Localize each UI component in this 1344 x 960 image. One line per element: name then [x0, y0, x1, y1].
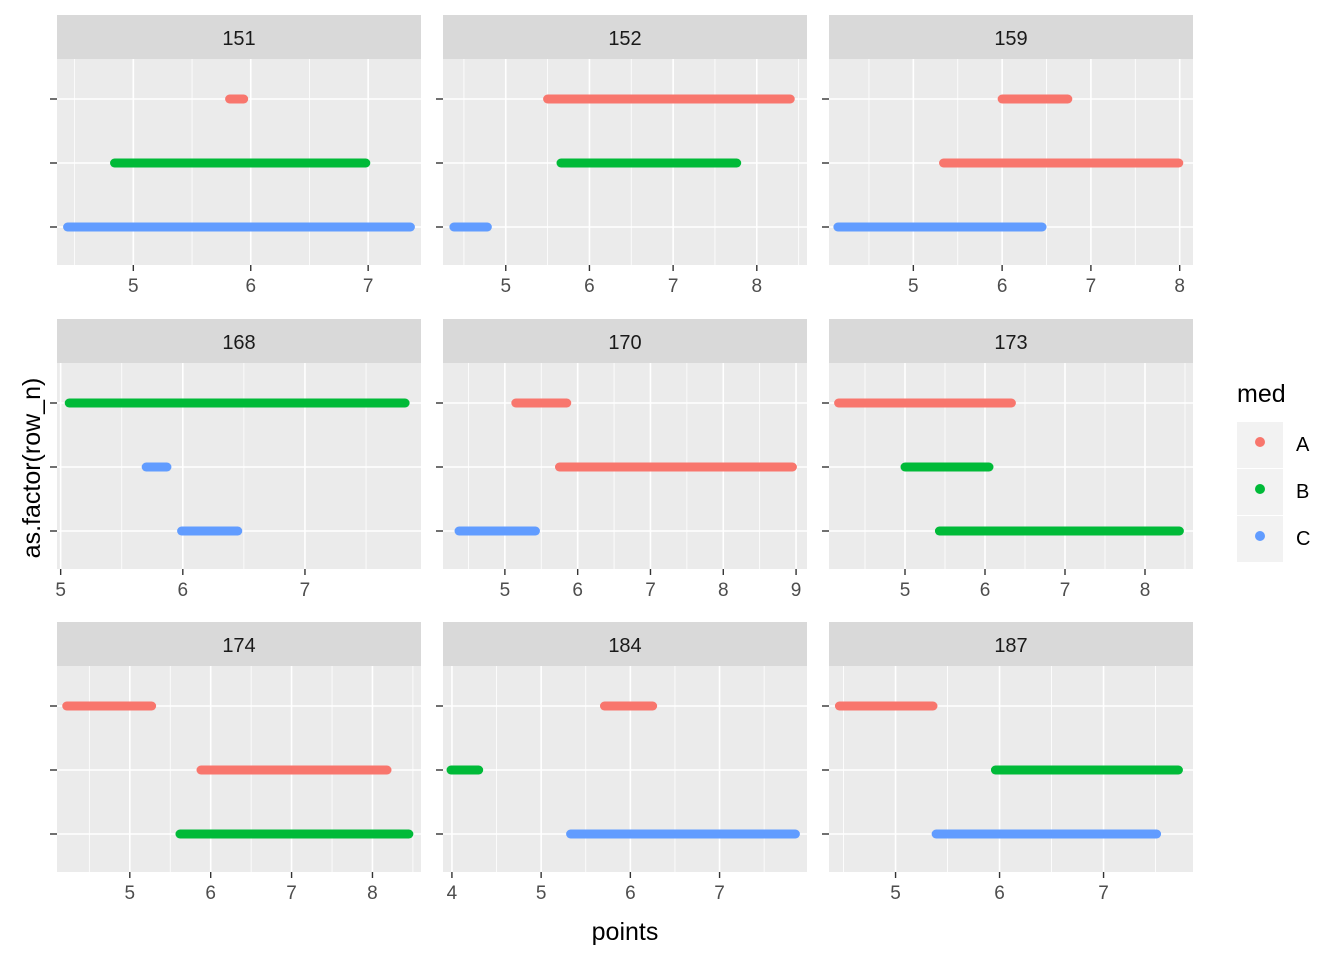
x-tick-label: 8	[718, 580, 729, 601]
x-tick-label: 8	[1140, 580, 1151, 601]
facet-strip	[829, 622, 1193, 666]
legend-key-dot	[1255, 531, 1265, 541]
facet-strip	[443, 622, 807, 666]
x-tick-label: 7	[668, 276, 679, 297]
facet-strip	[443, 319, 807, 363]
legend-key-dot	[1255, 437, 1265, 447]
x-tick-label: 8	[1174, 276, 1185, 297]
x-tick-label: 4	[447, 883, 458, 904]
facet-strip-label: 184	[608, 635, 641, 657]
facet-strip-label: 159	[994, 28, 1027, 50]
x-tick-label: 7	[300, 580, 311, 601]
x-tick-label: 6	[572, 580, 583, 601]
x-tick-label: 7	[645, 580, 656, 601]
x-tick-label: 6	[994, 883, 1005, 904]
x-tick-label: 7	[714, 883, 725, 904]
x-tick-label: 5	[500, 580, 511, 601]
x-tick-label: 5	[890, 883, 901, 904]
x-tick-label: 6	[245, 276, 256, 297]
facet-strip	[57, 15, 421, 59]
legend-key-A: A	[1237, 422, 1310, 468]
legend-key-dot	[1255, 484, 1265, 494]
x-tick-label: 5	[55, 580, 66, 601]
facet-strip-label: 168	[222, 332, 255, 354]
x-tick-label: 6	[584, 276, 595, 297]
facet-strip-label: 170	[608, 332, 641, 354]
x-tick-label: 6	[625, 883, 636, 904]
facet-strip-label: 187	[994, 635, 1027, 657]
legend: med A B C	[1237, 380, 1310, 562]
x-tick-label: 5	[128, 276, 139, 297]
x-tick-label: 8	[752, 276, 763, 297]
x-tick-label: 5	[125, 883, 136, 904]
facet-panel-168: 168 5 6 7	[50, 319, 421, 601]
facet-panel-159: 159 5 6 7 8	[822, 15, 1193, 297]
y-axis-title: as.factor(row_n)	[18, 378, 46, 559]
legend-label: B	[1296, 481, 1309, 503]
x-tick-label: 7	[286, 883, 297, 904]
x-tick-label: 6	[205, 883, 216, 904]
facet-strip-label: 152	[608, 28, 641, 50]
legend-title: med	[1237, 380, 1286, 408]
legend-label: A	[1296, 434, 1310, 456]
x-tick-label: 7	[1060, 580, 1071, 601]
legend-key-B: B	[1237, 469, 1309, 515]
facet-panel-187: 187 5 6 7	[822, 622, 1193, 904]
x-tick-label: 6	[178, 580, 189, 601]
legend-label: C	[1296, 528, 1310, 550]
x-tick-label: 7	[1086, 276, 1097, 297]
facet-strip	[57, 319, 421, 363]
panel-background	[829, 363, 1193, 569]
facet-strip-label: 173	[994, 332, 1027, 354]
x-tick-label: 5	[536, 883, 547, 904]
x-tick-label: 7	[363, 276, 374, 297]
x-tick-label: 5	[900, 580, 911, 601]
facet-strip	[443, 15, 807, 59]
x-tick-label: 8	[367, 883, 378, 904]
panel-background	[443, 666, 807, 872]
facet-strip	[829, 319, 1193, 363]
facets-layer: 151 5 6 7 152 5 6 7 8 159 5 6 7 8 168 5 6 7 170 5 6 7 8 9 173 5 6 7…	[50, 15, 1193, 904]
facet-panel-151: 151 5 6 7	[50, 15, 421, 297]
facet-strip-label: 174	[222, 635, 255, 657]
legend-key-C: C	[1237, 516, 1310, 562]
x-tick-label: 5	[500, 276, 511, 297]
facet-strip	[829, 15, 1193, 59]
x-tick-label: 7	[1098, 883, 1109, 904]
x-axis-title: points	[592, 918, 659, 946]
facet-panel-173: 173 5 6 7 8	[822, 319, 1193, 601]
facet-panel-184: 184 4 5 6 7	[436, 622, 807, 904]
x-tick-label: 6	[997, 276, 1008, 297]
facet-strip	[57, 622, 421, 666]
facet-panel-174: 174 5 6 7 8	[50, 622, 421, 904]
x-tick-label: 9	[791, 580, 802, 601]
facet-panel-170: 170 5 6 7 8 9	[436, 319, 807, 601]
facet-panel-152: 152 5 6 7 8	[436, 15, 807, 297]
x-tick-label: 6	[980, 580, 991, 601]
facet-strip-label: 151	[222, 28, 255, 50]
x-tick-label: 5	[908, 276, 919, 297]
